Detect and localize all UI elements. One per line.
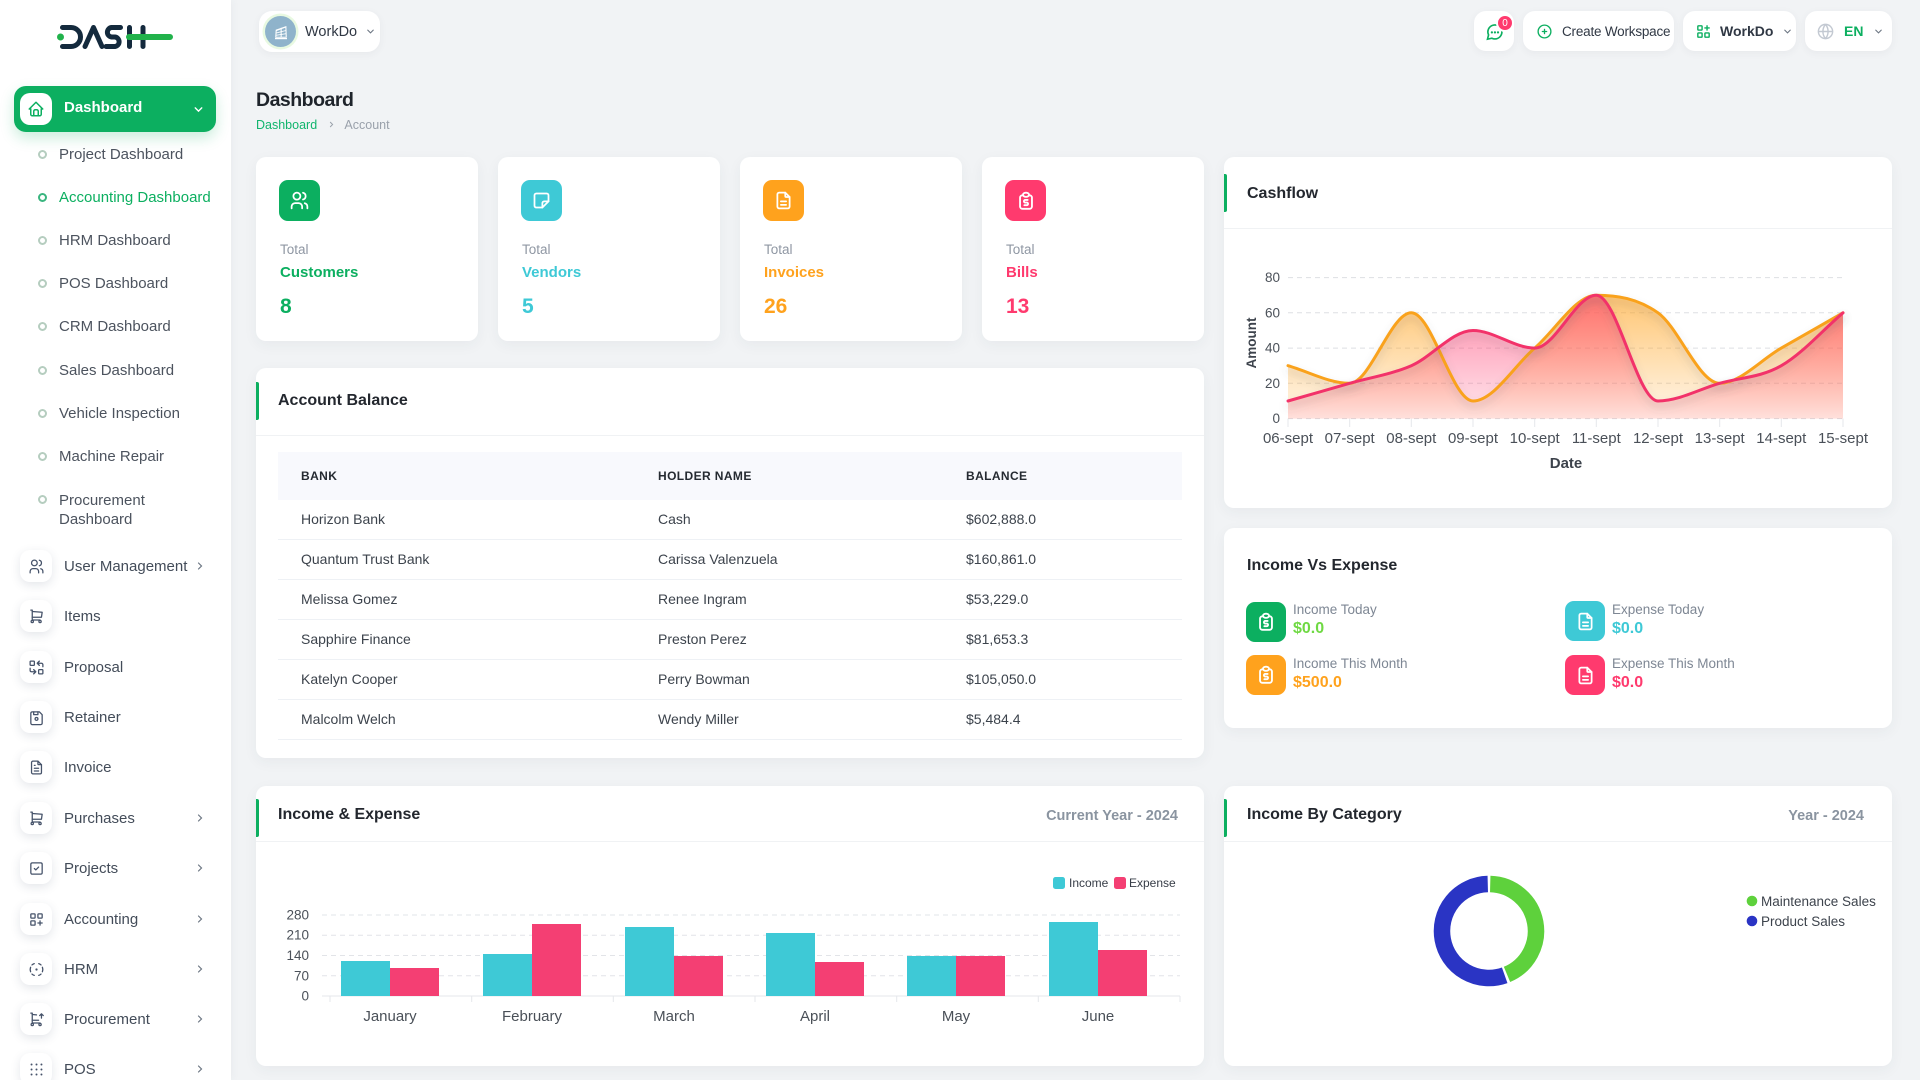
svg-text:Product Sales: Product Sales — [1761, 914, 1845, 929]
svg-text:09-sept: 09-sept — [1448, 430, 1499, 447]
svg-text:0: 0 — [301, 989, 309, 1004]
svg-text:70: 70 — [294, 968, 309, 983]
svg-text:07-sept: 07-sept — [1325, 430, 1376, 447]
svg-text:March: March — [653, 1008, 695, 1025]
svg-text:210: 210 — [286, 928, 309, 943]
svg-text:January: January — [363, 1008, 417, 1025]
svg-text:140: 140 — [286, 948, 309, 963]
svg-text:15-sept: 15-sept — [1818, 430, 1869, 447]
svg-text:40: 40 — [1265, 341, 1280, 356]
svg-text:13-sept: 13-sept — [1695, 430, 1746, 447]
svg-text:08-sept: 08-sept — [1386, 430, 1437, 447]
svg-text:0: 0 — [1272, 411, 1280, 426]
svg-text:Expense: Expense — [1129, 876, 1176, 890]
svg-text:Maintenance Sales: Maintenance Sales — [1761, 894, 1876, 909]
svg-text:Amount: Amount — [1244, 317, 1259, 368]
svg-text:10-sept: 10-sept — [1510, 430, 1561, 447]
svg-text:May: May — [942, 1008, 971, 1025]
svg-text:Income: Income — [1069, 876, 1109, 890]
svg-text:06-sept: 06-sept — [1263, 430, 1314, 447]
svg-text:280: 280 — [286, 908, 309, 923]
svg-text:February: February — [502, 1008, 563, 1025]
svg-text:June: June — [1082, 1008, 1115, 1025]
svg-text:Date: Date — [1550, 455, 1583, 472]
svg-text:11-sept: 11-sept — [1572, 430, 1622, 447]
svg-text:20: 20 — [1265, 376, 1280, 391]
svg-text:12-sept: 12-sept — [1633, 430, 1684, 447]
svg-text:14-sept: 14-sept — [1756, 430, 1807, 447]
svg-text:60: 60 — [1265, 305, 1280, 320]
svg-text:April: April — [800, 1008, 830, 1025]
svg-text:80: 80 — [1265, 270, 1280, 285]
